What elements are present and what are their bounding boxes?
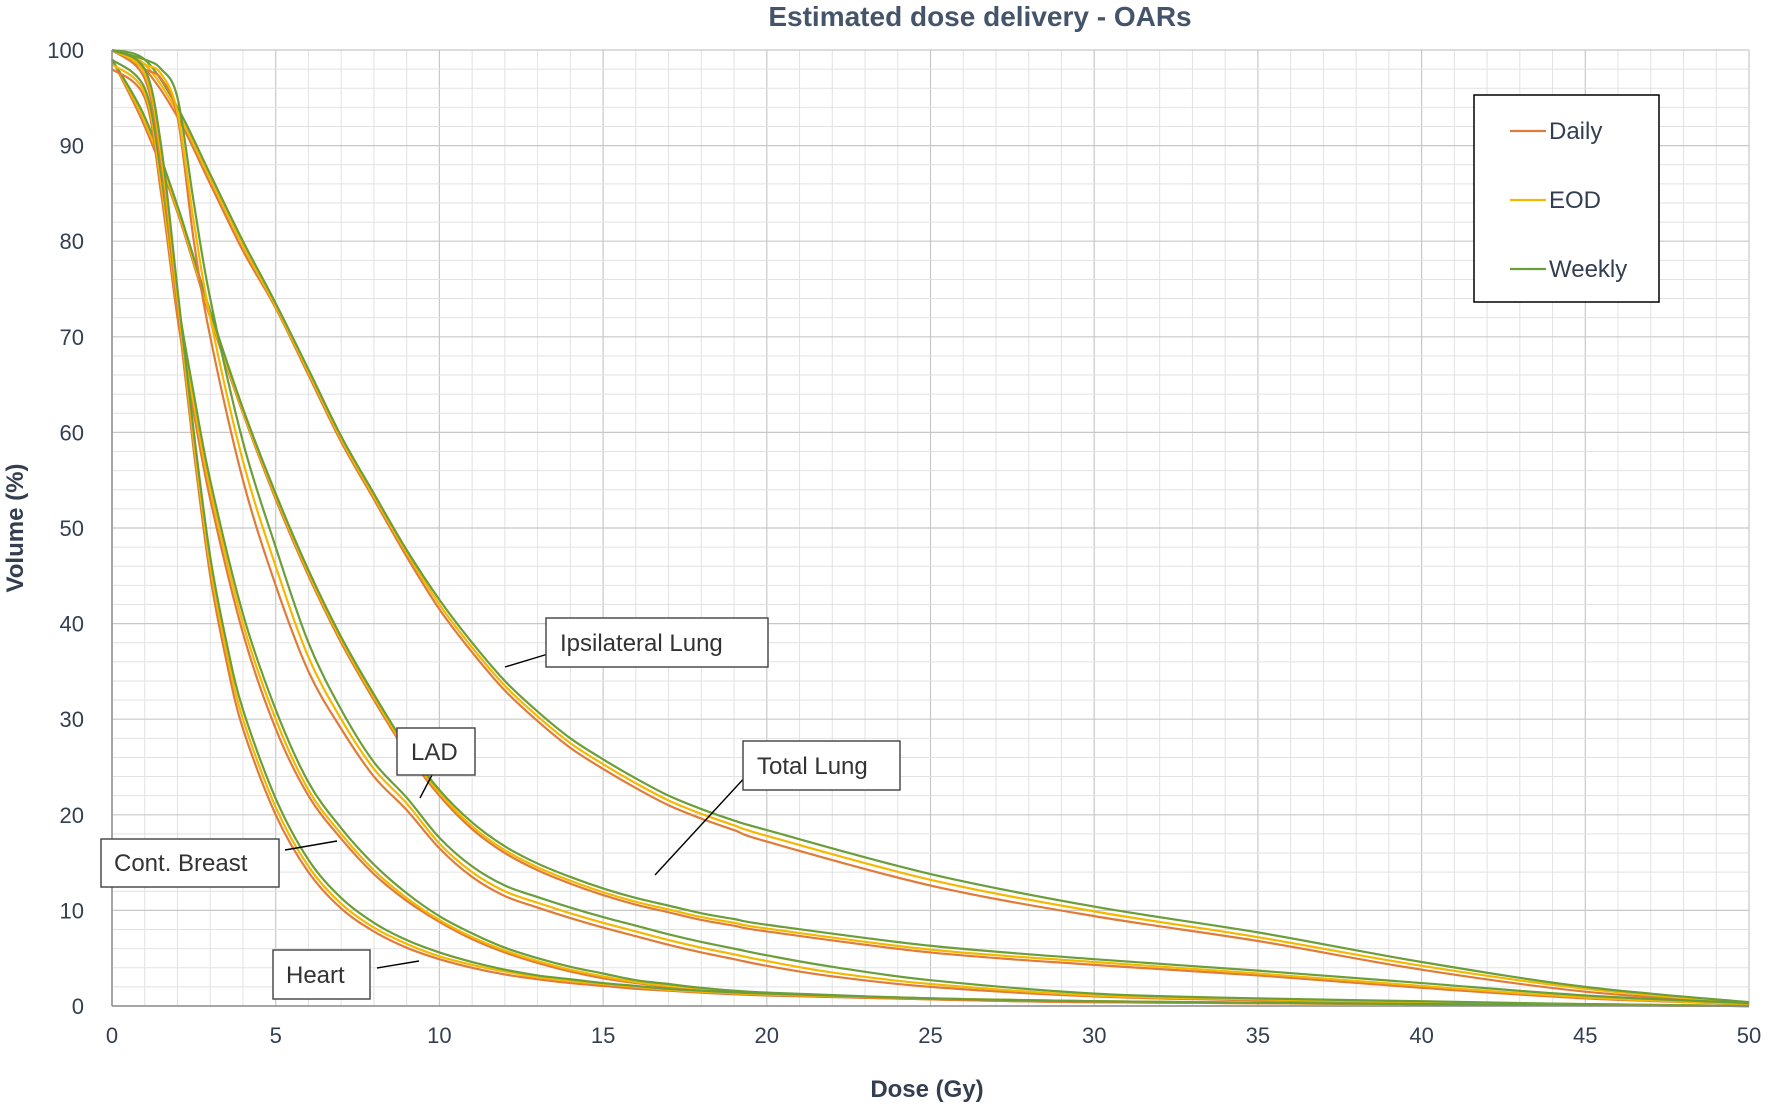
- x-tick-label: 30: [1082, 1023, 1106, 1048]
- y-tick-label: 30: [60, 707, 84, 732]
- annotation-leader-total-lung: [654, 773, 749, 876]
- ipsilateral-lung-daily-line: [111, 49, 1750, 1005]
- annotation-label-lad: LAD: [411, 739, 458, 766]
- total-lung-weekly-line: [111, 59, 1750, 1005]
- legend: Daily EOD Weekly: [1473, 94, 1660, 303]
- annotation-box-total-lung: [742, 740, 901, 791]
- legend-box: [1473, 94, 1660, 303]
- annotation-leader-heart: [376, 960, 420, 969]
- x-tick-label: 0: [106, 1023, 118, 1048]
- legend-label-weekly: Weekly: [1549, 256, 1627, 283]
- lad-eod-line: [111, 48, 1750, 1008]
- y-tick-label: 60: [60, 420, 84, 445]
- y-tick-label: 80: [60, 229, 84, 254]
- x-tick-label: 15: [591, 1023, 615, 1048]
- y-tick-label: 40: [60, 612, 84, 637]
- annotation-label-ipsilateral-lung: Ipsilateral Lung: [560, 630, 723, 657]
- legend-label-eod: EOD: [1549, 187, 1601, 214]
- y-tick-label: 20: [60, 803, 84, 828]
- x-tick-label: 5: [270, 1023, 282, 1048]
- annotation-leader-ipsilateral-lung: [504, 653, 549, 668]
- annotation-label-cont-breast: Cont. Breast: [114, 850, 248, 877]
- series-lines: [111, 48, 1750, 1008]
- annotations: Ipsilateral Lung Total Lung LAD Cont. Breas…: [100, 617, 901, 1000]
- x-tick-label: 45: [1573, 1023, 1597, 1048]
- annotation-leader-lad: [419, 774, 433, 799]
- x-tick-label: 50: [1737, 1023, 1761, 1048]
- chart-title: Estimated dose delivery - OARs: [768, 1, 1191, 32]
- x-tick-label: 25: [918, 1023, 942, 1048]
- annotation-box-ipsilateral-lung: [545, 617, 769, 668]
- annotation-box-heart: [272, 949, 371, 1000]
- y-tick-label: 100: [47, 38, 84, 63]
- ipsilateral-lung-weekly-line: [111, 48, 1750, 1004]
- x-tick-label: 40: [1409, 1023, 1433, 1048]
- annotation-leader-cont-breast: [284, 840, 338, 851]
- annotation-box-lad: [396, 727, 476, 776]
- x-tick-label: 10: [427, 1023, 451, 1048]
- lad-weekly-line: [111, 48, 1750, 1008]
- x-tick-label: 35: [1246, 1023, 1270, 1048]
- axes: 0 5 10 15 20 25 30 35 40 45 50 0 10 20 30 40 50 60 70 80 90 1…: [47, 38, 1761, 1048]
- heart-weekly-line: [111, 48, 1750, 1008]
- y-tick-label: 70: [60, 325, 84, 350]
- annotation-box-cont-breast: [100, 838, 280, 888]
- y-tick-label: 10: [60, 898, 84, 923]
- annotation-label-heart: Heart: [286, 962, 345, 989]
- x-axis-title: Dose (Gy): [870, 1076, 983, 1103]
- x-tick-label: 20: [755, 1023, 779, 1048]
- y-tick-label: 0: [72, 994, 84, 1019]
- y-tick-label: 50: [60, 516, 84, 541]
- y-tick-label: 90: [60, 134, 84, 159]
- legend-label-daily: Daily: [1549, 118, 1602, 145]
- y-axis-title: Volume (%): [2, 464, 29, 593]
- annotation-label-total-lung: Total Lung: [757, 753, 868, 780]
- ipsilateral-lung-eod-line: [111, 48, 1750, 1005]
